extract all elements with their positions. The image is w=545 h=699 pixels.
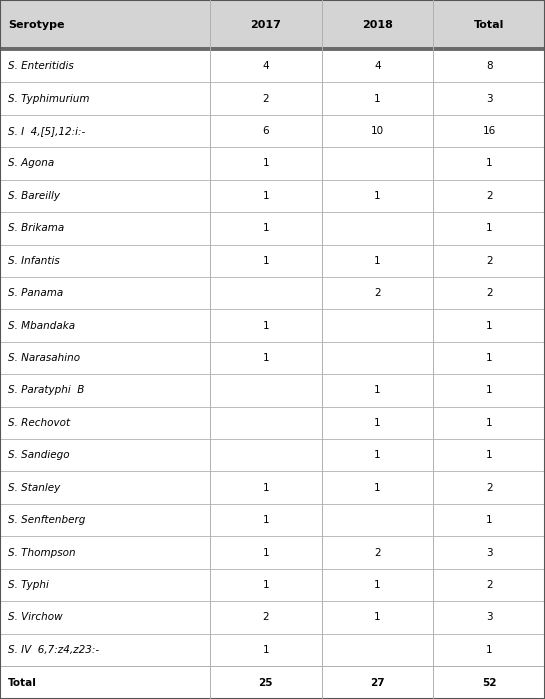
Text: 1: 1 (262, 321, 269, 331)
Text: S. IV  6,7:z4,z23:-: S. IV 6,7:z4,z23:- (8, 644, 99, 655)
Text: 1: 1 (262, 547, 269, 558)
Text: 2: 2 (374, 547, 381, 558)
Text: 1: 1 (486, 321, 493, 331)
Text: 6: 6 (262, 126, 269, 136)
Bar (0, 0, 545, 50)
Text: 2: 2 (486, 483, 493, 493)
Text: 1: 1 (262, 515, 269, 525)
Text: S. Panama: S. Panama (8, 288, 63, 298)
Text: S. I  4,[5],12:i:-: S. I 4,[5],12:i:- (8, 126, 86, 136)
Text: 1: 1 (374, 450, 381, 460)
Text: 1: 1 (262, 223, 269, 233)
Text: 1: 1 (262, 191, 269, 201)
Text: 3: 3 (486, 94, 493, 103)
Text: S. Mbandaka: S. Mbandaka (8, 321, 75, 331)
Text: 1: 1 (374, 612, 381, 622)
Text: 52: 52 (482, 677, 496, 688)
Text: 1: 1 (486, 418, 493, 428)
Text: Serotype: Serotype (8, 20, 65, 30)
Text: 8: 8 (486, 62, 493, 71)
Text: 2: 2 (486, 191, 493, 201)
Text: S. Typhimurium: S. Typhimurium (8, 94, 90, 103)
Text: S. Enteritidis: S. Enteritidis (8, 62, 74, 71)
Text: 1: 1 (486, 450, 493, 460)
Text: 2: 2 (486, 256, 493, 266)
Text: 2: 2 (374, 288, 381, 298)
Text: 2: 2 (486, 580, 493, 590)
Text: S. Typhi: S. Typhi (8, 580, 49, 590)
Text: 2018: 2018 (362, 20, 393, 30)
Text: 1: 1 (486, 515, 493, 525)
Text: 2017: 2017 (250, 20, 281, 30)
Text: S. Thompson: S. Thompson (8, 547, 76, 558)
Text: 1: 1 (262, 483, 269, 493)
Text: 4: 4 (262, 62, 269, 71)
Text: S. Agona: S. Agona (8, 159, 54, 168)
Text: 3: 3 (486, 612, 493, 622)
Text: 2: 2 (262, 612, 269, 622)
Text: 1: 1 (486, 223, 493, 233)
Text: 1: 1 (486, 644, 493, 655)
Text: 1: 1 (262, 580, 269, 590)
Text: 10: 10 (371, 126, 384, 136)
Text: S. Bareilly: S. Bareilly (8, 191, 60, 201)
Text: 2: 2 (262, 94, 269, 103)
Text: Total: Total (8, 677, 37, 688)
Text: 1: 1 (374, 191, 381, 201)
Text: S. Brikama: S. Brikama (8, 223, 64, 233)
Text: S. Sandiego: S. Sandiego (8, 450, 70, 460)
Text: S. Narasahino: S. Narasahino (8, 353, 80, 363)
Text: 1: 1 (486, 353, 493, 363)
Text: S. Stanley: S. Stanley (8, 483, 60, 493)
Text: 1: 1 (374, 385, 381, 396)
Text: 1: 1 (486, 159, 493, 168)
Text: S. Senftenberg: S. Senftenberg (8, 515, 86, 525)
Text: 3: 3 (486, 547, 493, 558)
Text: 1: 1 (374, 483, 381, 493)
Text: S. Infantis: S. Infantis (8, 256, 60, 266)
Text: 1: 1 (374, 256, 381, 266)
Text: 1: 1 (374, 418, 381, 428)
Text: 1: 1 (262, 644, 269, 655)
Text: Total: Total (474, 20, 504, 30)
Text: 4: 4 (374, 62, 381, 71)
Text: 25: 25 (258, 677, 273, 688)
Text: 16: 16 (482, 126, 496, 136)
Text: 1: 1 (262, 256, 269, 266)
Text: S. Rechovot: S. Rechovot (8, 418, 70, 428)
Text: S. Paratyphi  B: S. Paratyphi B (8, 385, 84, 396)
Text: 1: 1 (262, 159, 269, 168)
Text: 27: 27 (370, 677, 385, 688)
Text: 1: 1 (486, 385, 493, 396)
Text: 1: 1 (262, 353, 269, 363)
Text: 2: 2 (486, 288, 493, 298)
Text: 1: 1 (374, 580, 381, 590)
Text: S. Virchow: S. Virchow (8, 612, 63, 622)
Text: 1: 1 (374, 94, 381, 103)
